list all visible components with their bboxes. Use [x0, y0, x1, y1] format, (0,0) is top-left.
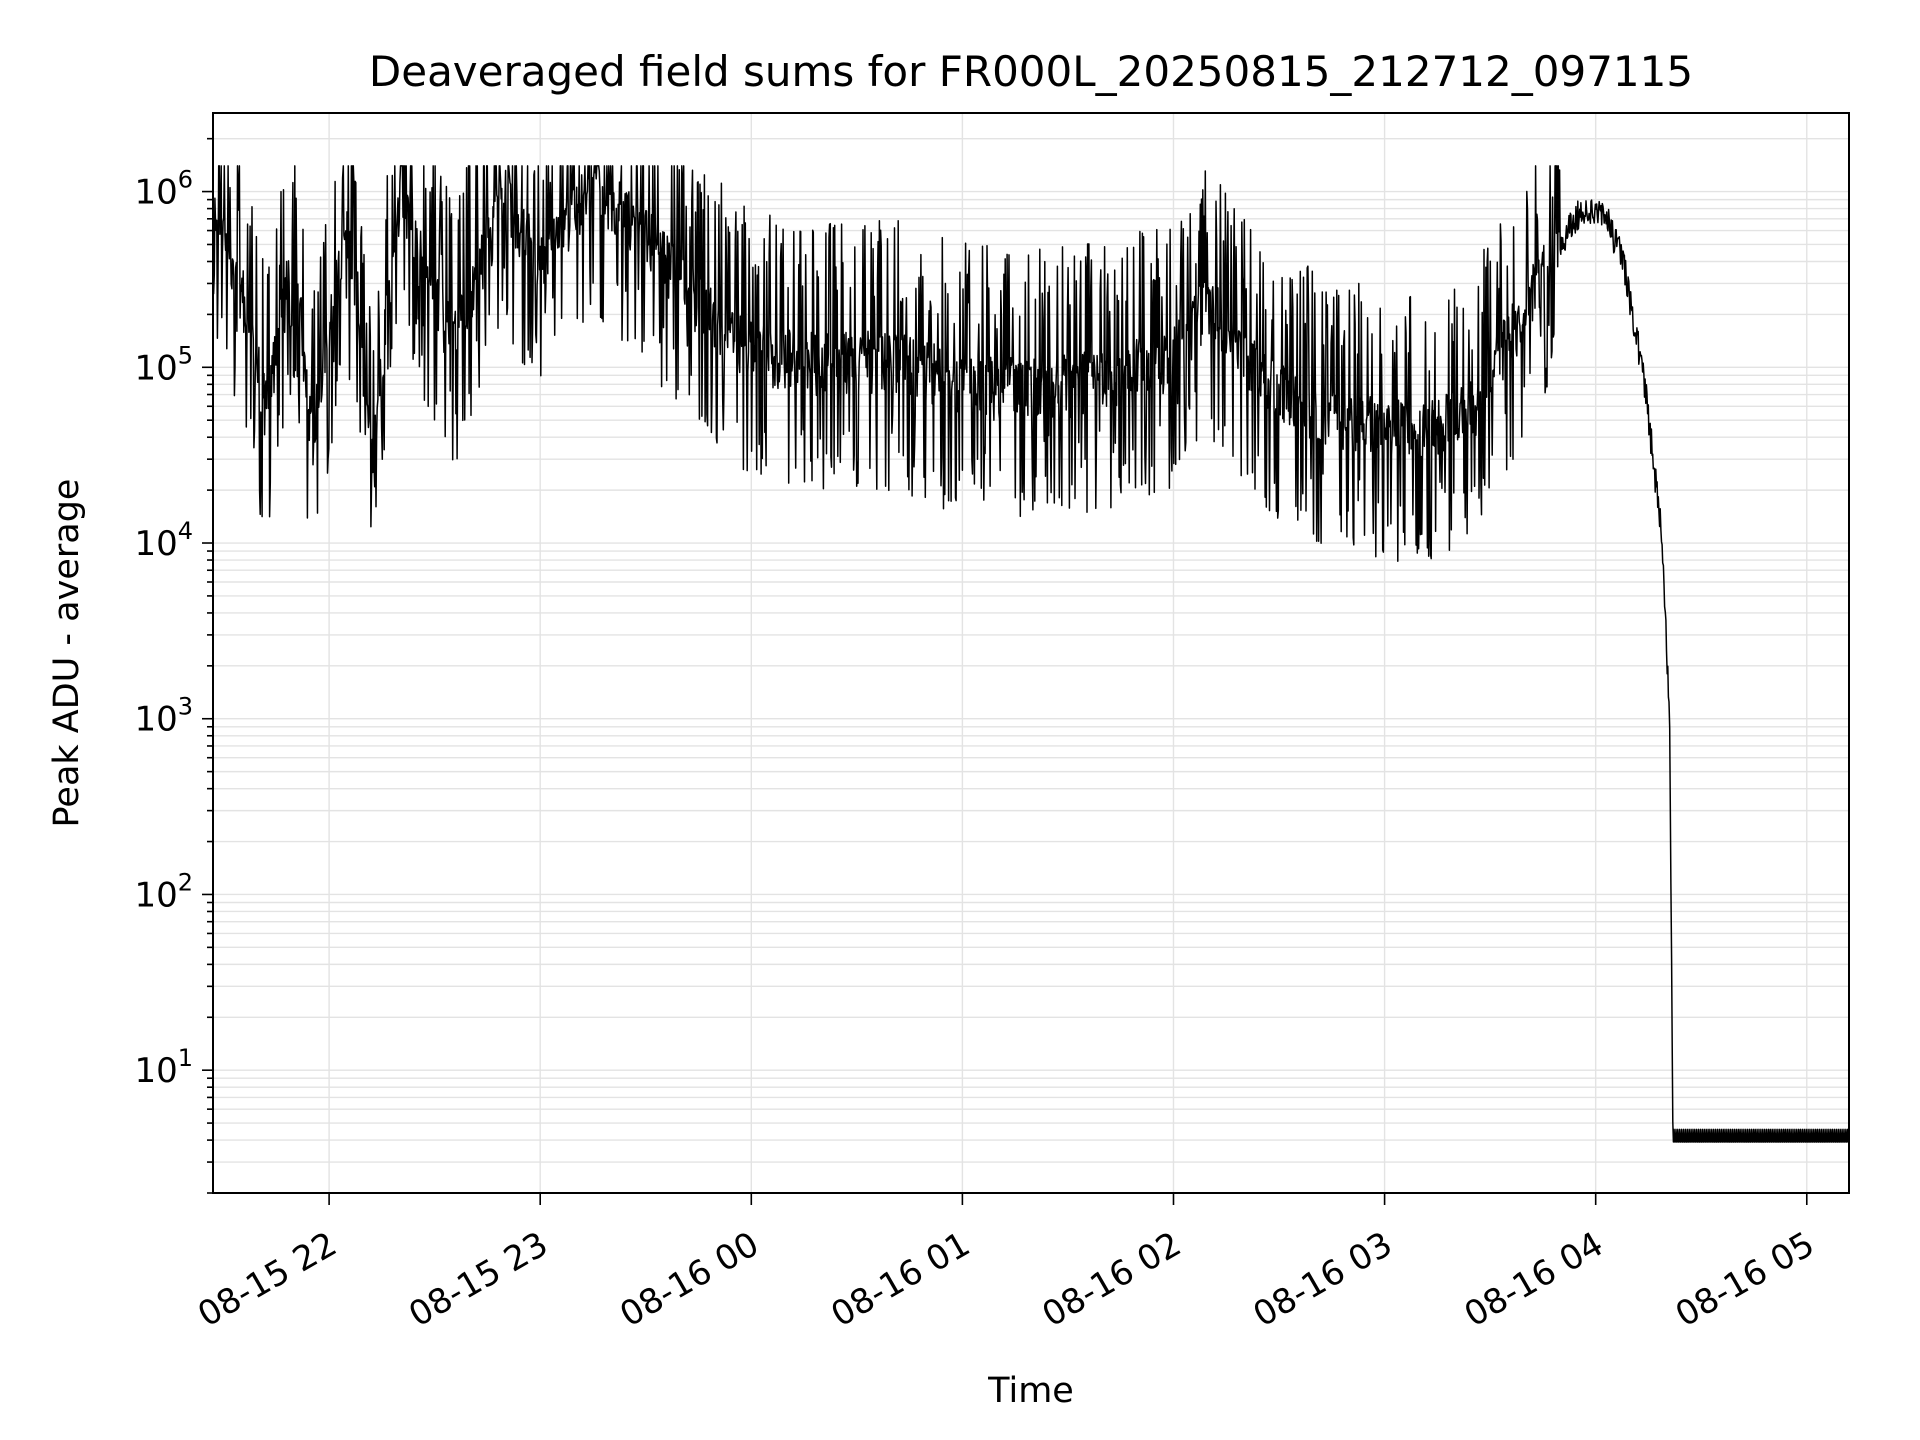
y-tick-exponent: 6: [178, 166, 193, 194]
y-tick-label: 105: [134, 341, 193, 388]
y-tick-exponent: 4: [178, 517, 193, 545]
y-tick-base: 10: [134, 700, 177, 740]
y-tick-exponent: 1: [178, 1044, 193, 1072]
y-tick-base: 10: [134, 875, 177, 915]
series-line: [212, 165, 1850, 1143]
x-tick-label: 08-16 03: [1247, 1224, 1399, 1335]
y-tick-label: 106: [134, 166, 193, 213]
y-tick-label: 103: [134, 693, 193, 740]
grid-lines: [213, 113, 1849, 1194]
y-tick-base: 10: [134, 524, 177, 564]
plot-frame: [212, 112, 1850, 1194]
y-tick-exponent: 2: [178, 868, 193, 896]
x-tick-label: 08-16 00: [613, 1224, 765, 1335]
x-tick-label: 08-16 02: [1036, 1224, 1188, 1335]
y-axis-label: Peak ADU - average: [47, 479, 87, 828]
y-tick-label: 104: [134, 517, 193, 564]
y-tick-base: 10: [134, 173, 177, 213]
y-tick-base: 10: [134, 348, 177, 388]
x-tick-label: 08-15 22: [191, 1224, 343, 1335]
y-tick-label: 101: [134, 1044, 193, 1091]
y-tick-label: 102: [134, 868, 193, 915]
x-tick-label: 08-15 23: [402, 1224, 554, 1335]
y-tick-exponent: 5: [178, 341, 193, 369]
y-tick-base: 10: [134, 1051, 177, 1091]
x-tick-label: 08-16 05: [1669, 1224, 1821, 1335]
x-tick-label: 08-16 04: [1458, 1224, 1610, 1335]
chart-title: Deaveraged field sums for FR000L_2025081…: [369, 47, 1693, 96]
x-tick-label: 08-16 01: [824, 1224, 976, 1335]
x-axis-label: Time: [987, 1371, 1074, 1411]
y-tick-exponent: 3: [178, 693, 193, 721]
